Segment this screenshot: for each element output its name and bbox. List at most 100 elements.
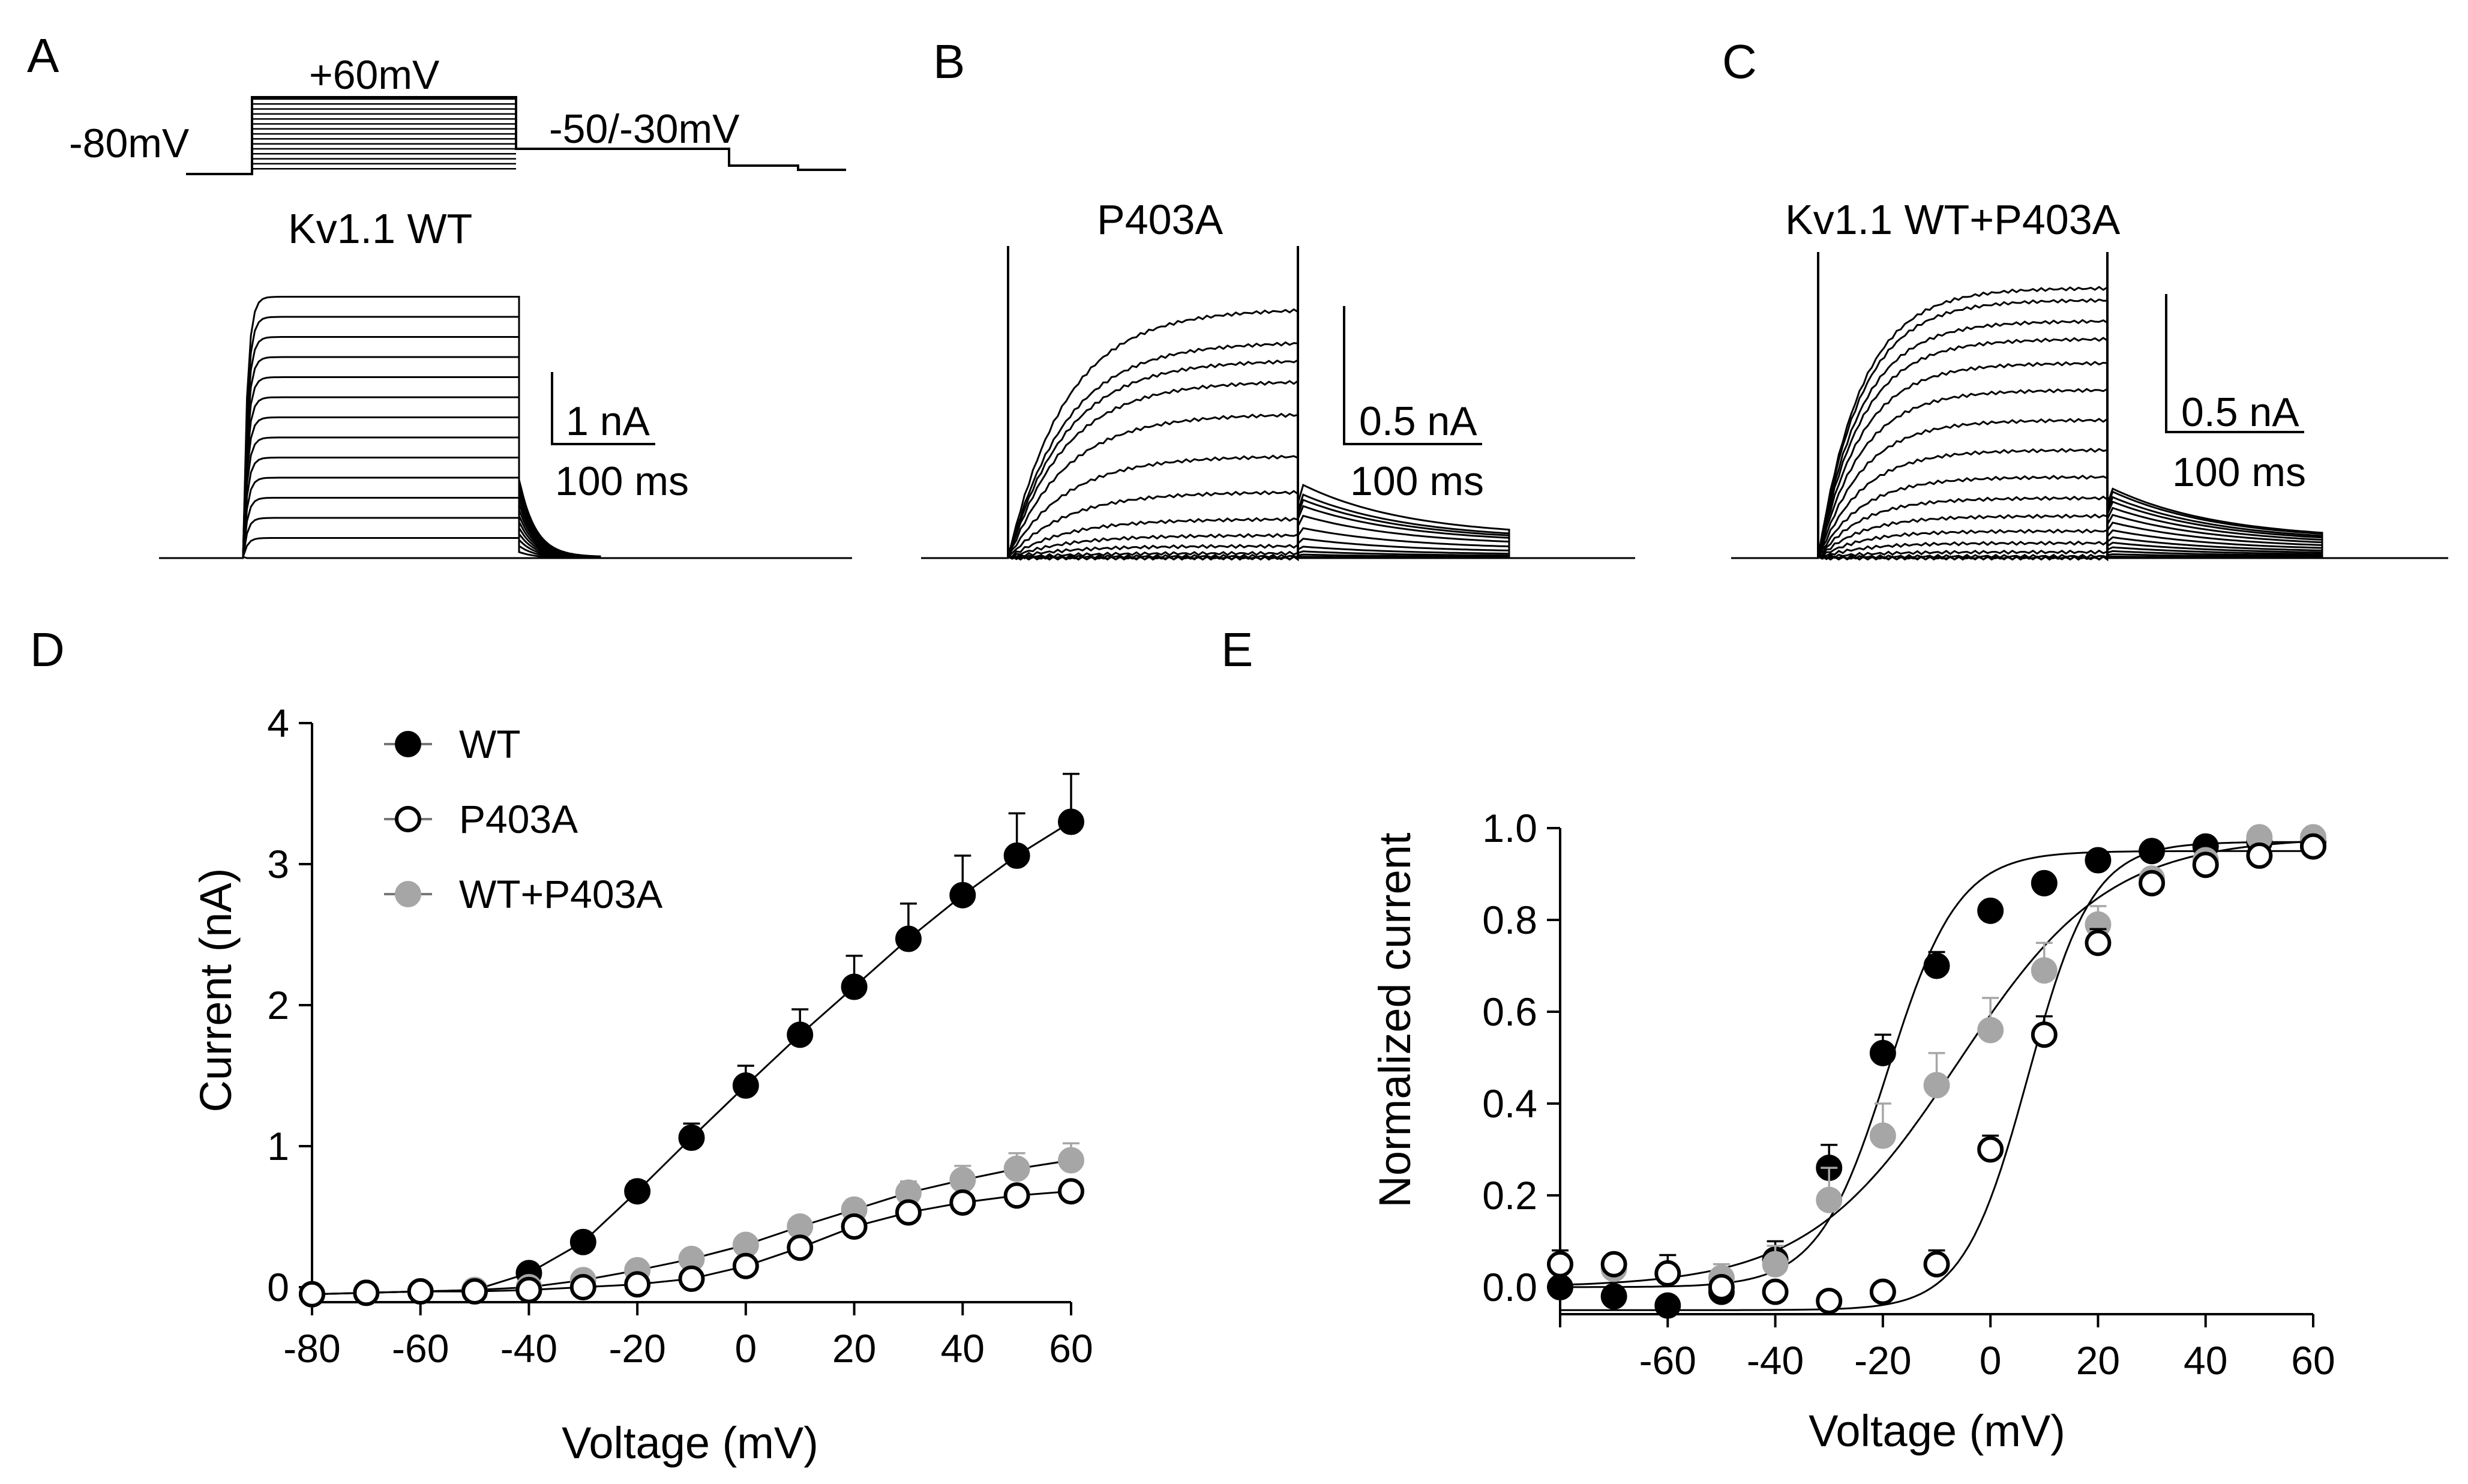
current-trace (1731, 361, 2448, 559)
data-point-wt (2031, 870, 2058, 897)
step-voltage-label: +60mV (309, 52, 440, 98)
data-point-wt (949, 882, 976, 909)
current-trace (1731, 539, 2448, 559)
panel-letter-a: A (27, 29, 59, 82)
current-trace (1731, 387, 2448, 559)
current-traces-p403a (921, 246, 1635, 562)
legend-marker-wt (395, 731, 421, 757)
current-trace (1731, 549, 2448, 560)
x-axis-label-d: Voltage (mV) (562, 1418, 818, 1468)
data-point-wt-p403a (1003, 1155, 1030, 1182)
x-tick-label: 20 (832, 1326, 876, 1371)
current-trace (159, 336, 852, 559)
series-line-p403a (1560, 841, 2313, 1311)
x-tick-label: 40 (941, 1326, 985, 1371)
data-point-p403a (787, 1234, 814, 1261)
data-point-p403a (2085, 930, 2112, 957)
scale-current-wt: 1 nA (566, 398, 650, 444)
data-point-wt (841, 973, 868, 1000)
data-point-p403a (2192, 852, 2219, 879)
trace-title-wt-p403a: Kv1.1 WT+P403A (1785, 196, 2121, 243)
trace-title-p403a: P403A (1097, 196, 1223, 243)
iv-chart: -80 -60 -40 -20 0 20 40 60 0 1 2 3 4 WT P403A WT+P403A (267, 701, 1093, 1371)
data-point-wt-p403a (1762, 1251, 1789, 1278)
data-point-p403a (1058, 1178, 1084, 1205)
y-tick-label: 2 (267, 983, 289, 1027)
legend-label-p403a: P403A (459, 797, 578, 841)
data-point-wt-p403a (1923, 1072, 1950, 1099)
legend-label-wt-p403a: WT+P403A (459, 872, 662, 916)
data-point-wt (1977, 897, 2004, 924)
data-point-wt (2139, 838, 2166, 865)
x-tick-label: 0 (734, 1326, 757, 1371)
x-tick-label: -40 (500, 1326, 557, 1371)
y-tick-label: 1.0 (1482, 806, 1537, 850)
current-trace (921, 379, 1635, 559)
voltage-protocol: -80mV +60mV -50/-30mV (69, 52, 846, 175)
holding-voltage-label: -80mV (69, 121, 190, 166)
data-point-p403a (732, 1252, 759, 1279)
data-point-wt (678, 1124, 705, 1151)
data-point-wt-p403a (2031, 957, 2058, 984)
data-point-p403a (949, 1189, 976, 1216)
data-point-wt-p403a (949, 1167, 976, 1194)
y-axis-label-e: Normalized current (1370, 832, 1420, 1208)
y-tick-label: 0.4 (1482, 1081, 1537, 1126)
y-tick-label: 0.8 (1482, 898, 1537, 942)
scale-current-p403a: 0.5 nA (1359, 398, 1477, 444)
current-trace (159, 497, 852, 559)
data-point-p403a (1654, 1260, 1681, 1287)
y-tick-label: 4 (267, 701, 289, 745)
series-line-wt (1560, 850, 2313, 1288)
current-trace (1731, 513, 2448, 559)
current-trace (1731, 528, 2448, 559)
activation-chart: -60 -40 -20 0 20 40 60 0.0 0.2 0.4 0.6 0.8 1.0 (1482, 806, 2335, 1383)
data-point-wt (1600, 1283, 1627, 1310)
current-trace (1731, 286, 2448, 559)
current-traces-wt-p403a (1731, 252, 2448, 562)
data-point-p403a (1708, 1274, 1735, 1300)
panel-letter-e: E (1221, 623, 1253, 676)
data-point-p403a (407, 1278, 434, 1305)
scale-time-p403a: 100 ms (1350, 458, 1484, 504)
data-point-wt (1654, 1292, 1681, 1319)
current-trace (921, 308, 1635, 559)
current-trace (921, 412, 1635, 559)
current-trace (921, 533, 1635, 559)
x-tick-label: 60 (1049, 1326, 1093, 1371)
scale-bar-wt-p403a: 0.5 nA 100 ms (2165, 294, 2306, 495)
data-point-p403a (2031, 1021, 2058, 1048)
data-point-p403a (1762, 1278, 1789, 1305)
data-point-p403a (1977, 1136, 2004, 1163)
data-point-wt (1003, 842, 1030, 869)
data-point-p403a (678, 1265, 705, 1292)
data-point-wt-p403a (1869, 1122, 1896, 1149)
current-trace (921, 542, 1635, 559)
current-trace (921, 341, 1635, 559)
data-point-wt (569, 1228, 596, 1255)
data-point-wt (787, 1021, 814, 1048)
current-trace (1731, 298, 2448, 559)
data-point-p403a (569, 1274, 596, 1300)
x-axis-label-e: Voltage (mV) (1809, 1406, 2065, 1456)
tail-voltage-label: -50/-30mV (549, 106, 740, 152)
data-point-p403a (1547, 1251, 1573, 1278)
y-tick-label: 0.2 (1482, 1173, 1537, 1218)
data-point-wt-p403a (1816, 1186, 1843, 1213)
x-tick-label: 60 (2291, 1338, 2335, 1383)
data-point-p403a (1003, 1182, 1030, 1209)
data-point-p403a (895, 1199, 922, 1226)
data-point-p403a (1816, 1287, 1843, 1314)
data-point-p403a (1600, 1251, 1627, 1278)
data-point-p403a (353, 1279, 380, 1306)
x-tick-label: -20 (1854, 1338, 1911, 1383)
data-point-p403a (1869, 1278, 1896, 1305)
legend-label-wt: WT (459, 722, 521, 766)
y-tick-label: 3 (267, 842, 289, 886)
current-trace (1731, 319, 2448, 559)
y-tick-label: 0.6 (1482, 990, 1537, 1034)
data-point-p403a (2246, 842, 2273, 869)
scale-bar-wt: 1 nA 100 ms (551, 372, 689, 504)
scale-time-wt: 100 ms (555, 458, 689, 504)
